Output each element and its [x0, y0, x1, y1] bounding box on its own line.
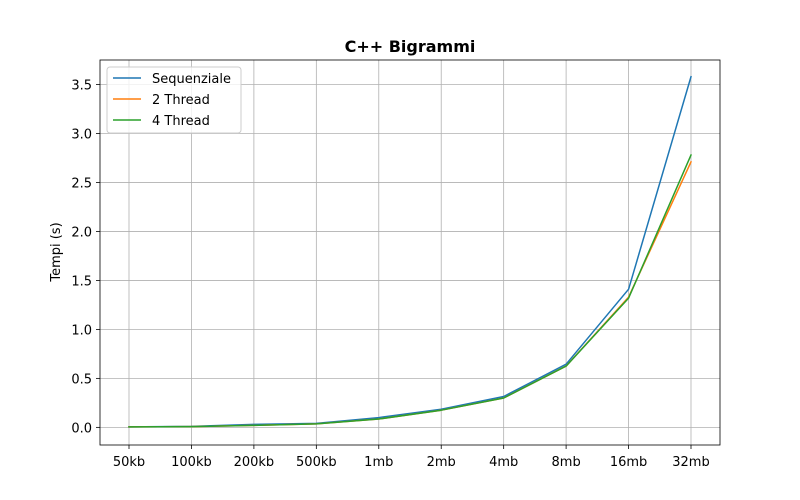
- y-tick-label: 3.0: [71, 127, 92, 142]
- x-tick-label: 16mb: [610, 455, 647, 470]
- chart-title: C++ Bigrammi: [345, 37, 476, 56]
- y-tick-label: 1.0: [71, 323, 92, 338]
- x-tick-label: 50kb: [113, 455, 145, 470]
- series-lines: [128, 75, 692, 428]
- x-tick-label: 100kb: [171, 455, 212, 470]
- x-tick-label: 8mb: [552, 455, 581, 470]
- x-tick-label: 4mb: [489, 455, 518, 470]
- y-axis-title: Tempi (s): [49, 222, 64, 282]
- legend-label-0: Sequenziale: [152, 72, 231, 87]
- y-tick-label: 0.0: [71, 421, 92, 436]
- x-tick-label: 2mb: [427, 455, 456, 470]
- legend-label-1: 2 Thread: [152, 93, 210, 108]
- y-axis: 0.0 0.5 1.0 1.5 2.0 2.5 3.0 3.5: [71, 78, 100, 436]
- grid: [100, 60, 720, 445]
- legend-box: [106, 66, 242, 134]
- x-tick-label: 32mb: [672, 455, 709, 470]
- y-tick-label: 0.5: [71, 372, 92, 387]
- y-tick-label: 1.5: [71, 274, 92, 289]
- legend: Sequenziale 2 Thread 4 Thread: [106, 66, 242, 134]
- x-tick-label: 1mb: [364, 455, 393, 470]
- x-tick-label: 500kb: [296, 455, 337, 470]
- x-axis: 50kb 100kb 200kb 500kb 1mb 2mb 4mb 8mb 16mb 32mb: [113, 445, 710, 470]
- legend-label-2: 4 Thread: [152, 114, 210, 129]
- y-tick-label: 2.0: [71, 225, 92, 240]
- y-tick-label: 2.5: [71, 176, 92, 191]
- y-tick-label: 3.5: [71, 78, 92, 93]
- series-line-1: [128, 160, 692, 428]
- x-tick-label: 200kb: [234, 455, 275, 470]
- plot-frame: [99, 59, 721, 446]
- series-line-2: [128, 154, 692, 428]
